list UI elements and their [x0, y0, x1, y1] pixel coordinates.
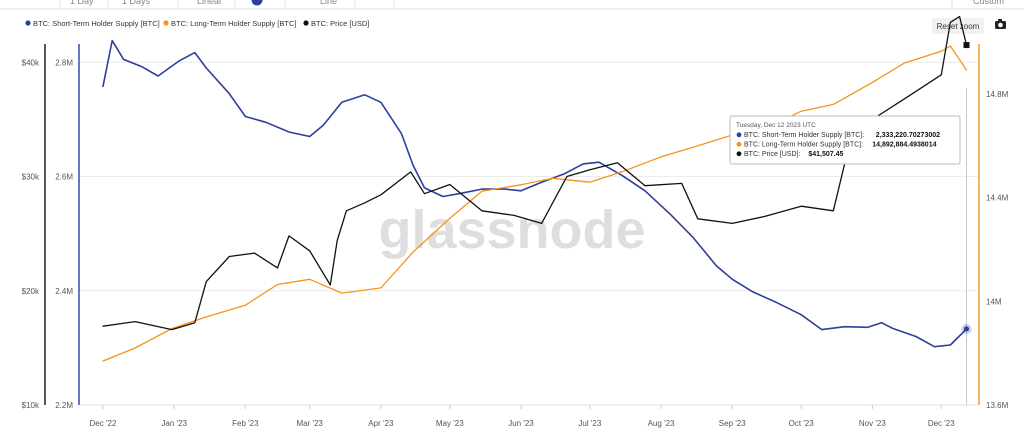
- tooltip-date: Tuesday, Dec 12 2023 UTC: [736, 122, 816, 129]
- price-tick-label: $10k: [22, 401, 40, 410]
- tooltip-label: BTC: Price [USD]:: [744, 151, 800, 158]
- x-tick-label: Jul '23: [578, 419, 601, 428]
- legend-marker: [25, 20, 31, 26]
- tooltip-value: $41,507.45: [808, 151, 843, 158]
- legend-item: BTC: Long-Term Holder Supply [BTC]: [171, 19, 296, 28]
- toolbar-item: Linear: [197, 0, 222, 6]
- x-tick-label: Jun '23: [508, 419, 534, 428]
- reset-zoom-label: Reset zoom: [937, 22, 980, 31]
- toolbar-item: Custom: [973, 0, 1004, 6]
- tooltip: Tuesday, Dec 12 2023 UTC BTC: Short-Term …: [729, 115, 961, 165]
- tooltip-value: 2,333,220.70273002: [876, 132, 940, 139]
- tooltip-marker: [736, 141, 742, 147]
- watermark: glassnode: [378, 200, 645, 260]
- camera-icon[interactable]: [995, 19, 1006, 29]
- tooltip-label: BTC: Short-Term Holder Supply [BTC]:: [744, 132, 864, 139]
- reset-zoom-button[interactable]: Reset zoom: [932, 18, 984, 34]
- sth-tick-label: 2.6M: [55, 173, 73, 182]
- toolbar-background: [0, 0, 1024, 9]
- legend-marker: [303, 20, 309, 26]
- legend-marker: [163, 20, 169, 26]
- x-tick-label: Oct '23: [789, 419, 815, 428]
- x-tick-label: Dec '23: [928, 419, 955, 428]
- hover-point-price: [963, 42, 970, 49]
- tooltip-marker: [736, 151, 742, 157]
- legend-item: BTC: Price [USD]: [311, 19, 369, 28]
- x-tick-label: Apr '23: [368, 419, 394, 428]
- x-tick-label: Mar '23: [296, 419, 323, 428]
- sth-tick-label: 2.8M: [55, 58, 73, 67]
- tooltip-value: 14,892,884.4938014: [872, 142, 936, 149]
- tooltip-box: [729, 115, 961, 165]
- legend: BTC: Short-Term Holder Supply [BTC] BTC: …: [25, 19, 369, 28]
- toolbar-item: Line: [320, 0, 337, 6]
- x-tick-label: Jan '23: [161, 419, 187, 428]
- toolbar-item: 1 Day: [70, 0, 94, 6]
- lth-tick-label: 13.6M: [986, 401, 1009, 410]
- camera-top[interactable]: [998, 19, 1002, 22]
- hover-point-sth: [964, 326, 970, 332]
- tooltip-label: BTC: Long-Term Holder Supply [BTC]:: [744, 142, 863, 149]
- x-tick-label: Aug '23: [648, 419, 675, 428]
- x-tick-label: Feb '23: [232, 419, 259, 428]
- top-toolbar: 1 Day 1 Days Linear Line Custom: [0, 0, 1024, 10]
- reset-zoom-background[interactable]: [932, 18, 984, 34]
- lth-tick-label: 14.8M: [986, 90, 1009, 99]
- lth-tick-label: 14M: [986, 297, 1002, 306]
- series-line-1: [102, 45, 968, 362]
- lth-tick-label: 14.4M: [986, 194, 1009, 203]
- camera-lens[interactable]: [998, 22, 1003, 28]
- x-tick-label: Nov '23: [859, 419, 886, 428]
- sth-tick-label: 2.4M: [55, 287, 73, 296]
- price-tick-label: $20k: [22, 287, 40, 296]
- sth-tick-label: 2.2M: [55, 401, 73, 410]
- x-tick-label: Dec '22: [90, 419, 117, 428]
- x-tick-label: May '23: [436, 419, 464, 428]
- series-lines: [102, 15, 968, 362]
- x-tick-label: Sep '23: [719, 419, 746, 428]
- price-tick-label: $30k: [22, 173, 40, 182]
- series-line-0: [102, 39, 968, 348]
- toolbar-item: 1 Days: [122, 0, 151, 6]
- legend-item: BTC: Short-Term Holder Supply [BTC]: [33, 19, 160, 28]
- toolbar-active-dot[interactable]: [251, 0, 263, 6]
- price-tick-label: $40k: [22, 58, 40, 67]
- tooltip-marker: [736, 132, 742, 138]
- series-line-2: [102, 15, 968, 331]
